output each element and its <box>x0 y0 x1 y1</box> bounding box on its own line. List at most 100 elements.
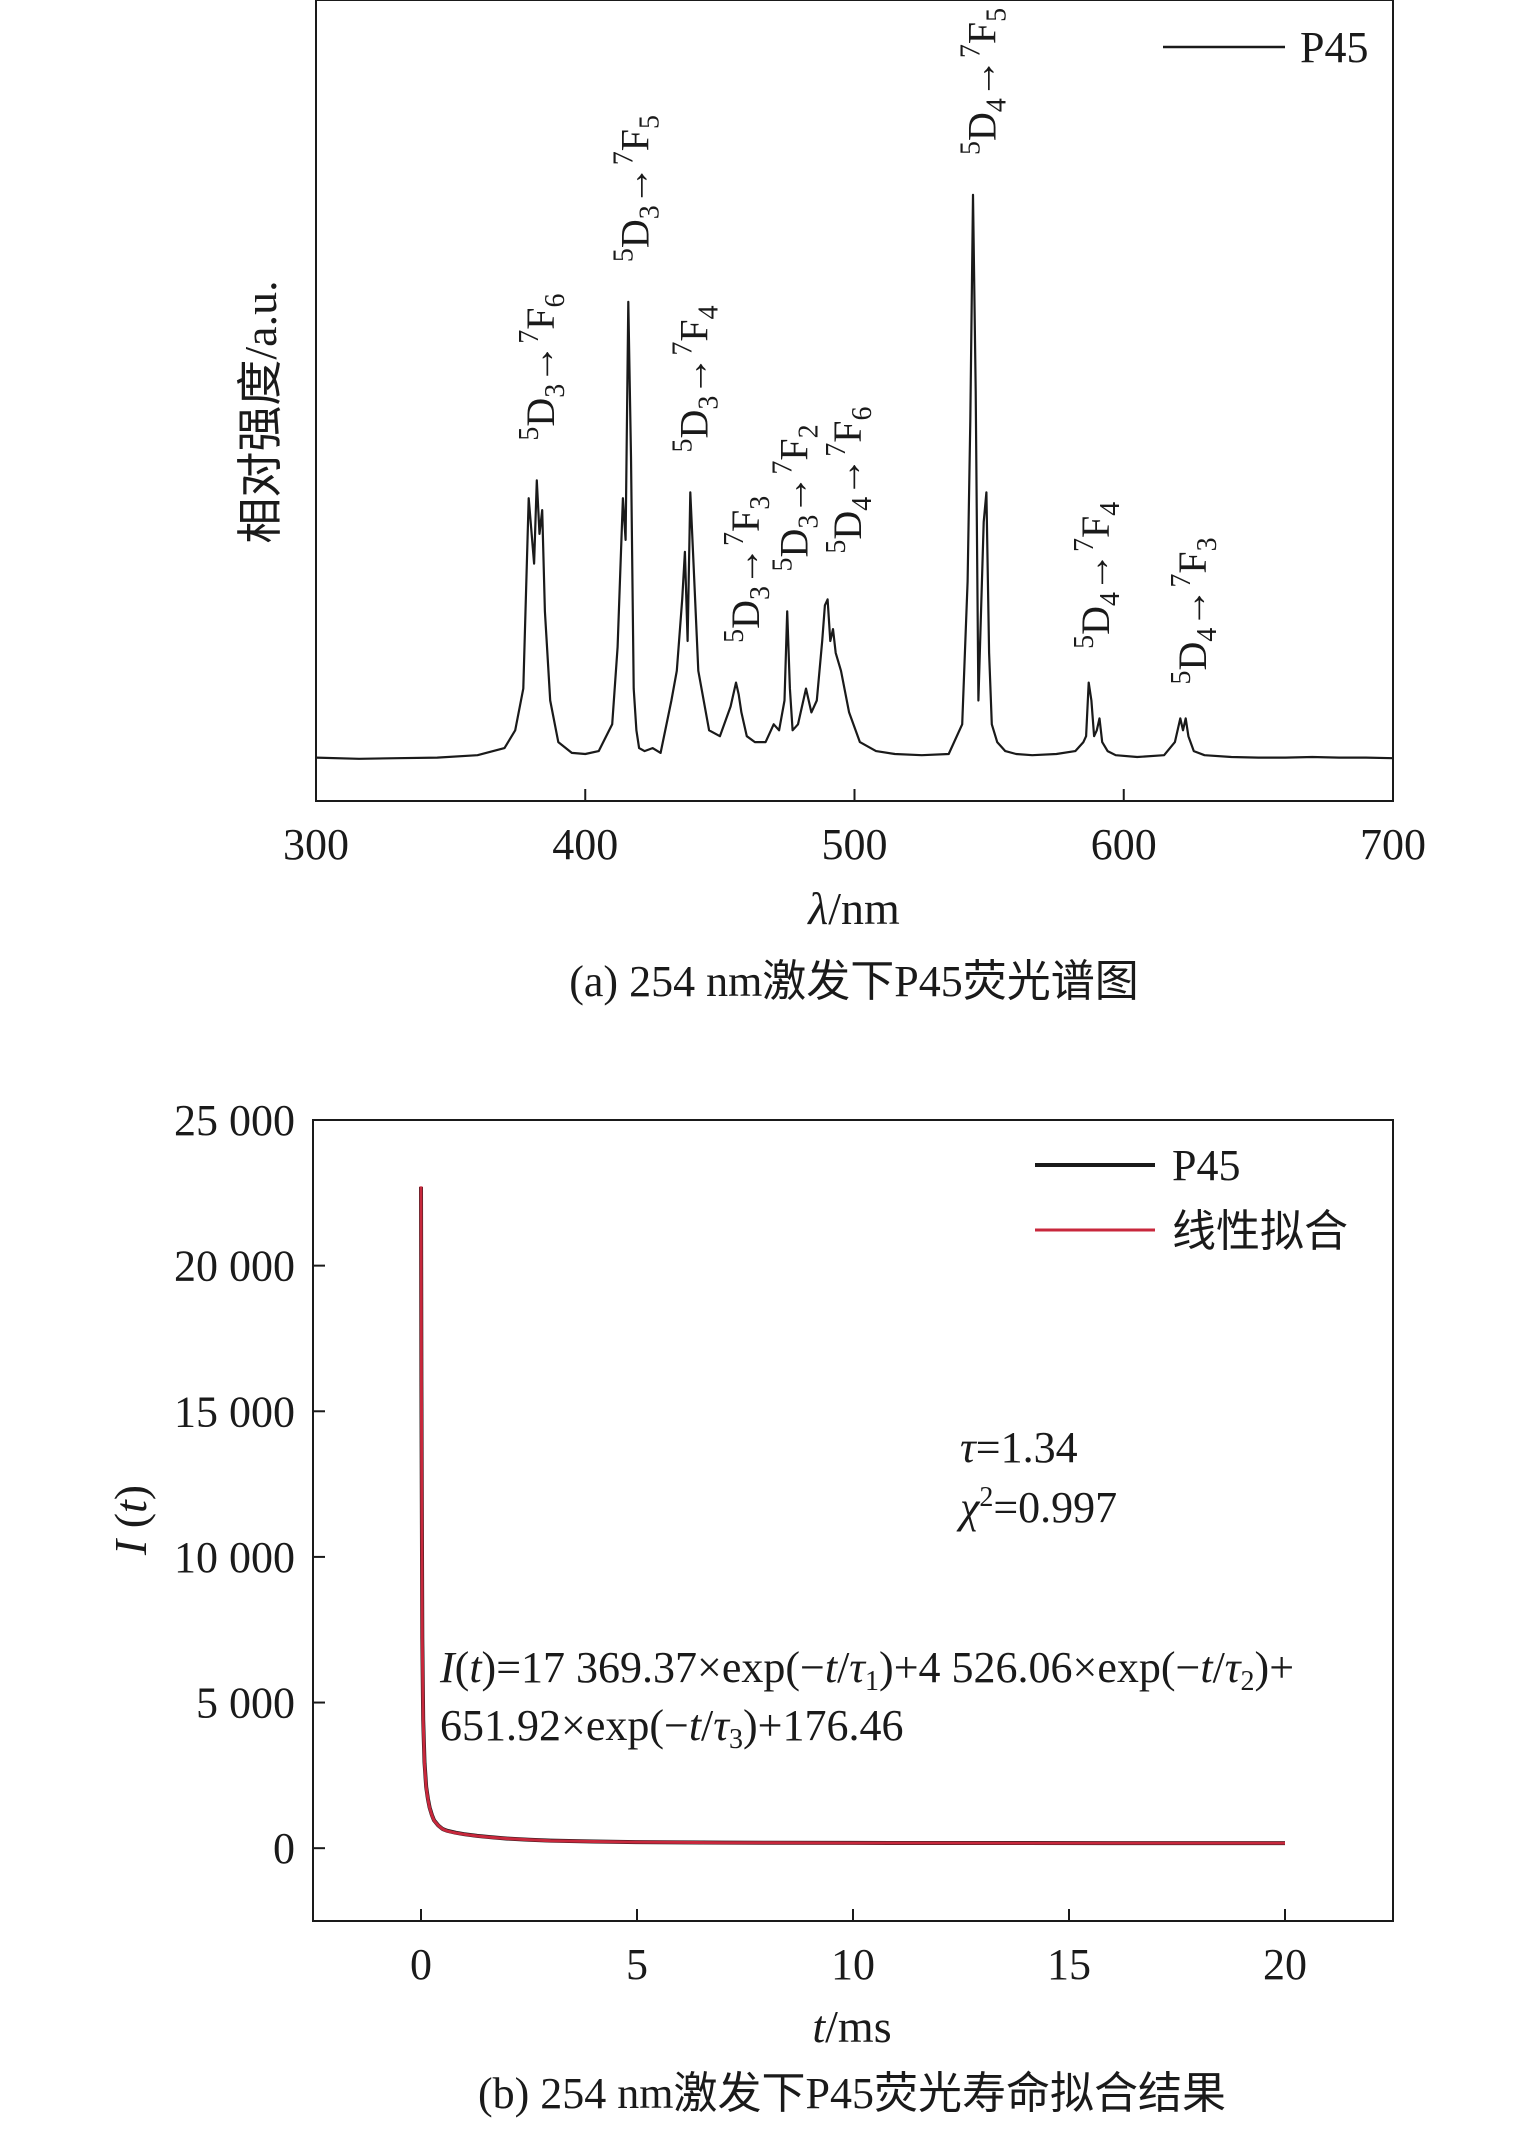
peak-label-part: D <box>612 219 657 248</box>
annotation-tau-symbol: τ <box>960 1423 978 1472</box>
peak-label-part: 5 <box>956 141 987 155</box>
eq-coef2: )+4 526.06×exp(− <box>879 1643 1200 1692</box>
peak-label-part: 4 <box>982 98 1013 112</box>
peak-label-part: F <box>771 438 816 460</box>
peak-label-part: 4 <box>1095 592 1126 606</box>
annotation-chi-sup: 2 <box>979 1482 993 1513</box>
x-tick-label-a: 600 <box>1091 820 1157 869</box>
peak-label: 5D3→7F3 <box>719 496 776 643</box>
peak-label: 5D4→7F5 <box>956 8 1013 155</box>
peak-label-part: 5 <box>514 427 545 441</box>
x-tick-label-b: 15 <box>1047 1940 1091 1989</box>
eq-sub1: 1 <box>865 1666 879 1697</box>
x-tick-label-b: 5 <box>626 1940 648 1989</box>
peak-label-part: F <box>612 129 657 151</box>
eq-close2: )+ <box>1255 1643 1294 1692</box>
peak-label-part: 3 <box>793 515 824 529</box>
eq-open: ( <box>455 1643 470 1692</box>
peak-label-part: 2 <box>793 424 824 438</box>
peak-label-part: D <box>518 398 563 427</box>
peak-label-part: 7 <box>668 342 699 356</box>
peak-label-part: 3 <box>634 205 665 219</box>
eq-tau2: τ <box>1225 1643 1243 1692</box>
annotation-tau: τ=1.34 <box>960 1423 1078 1472</box>
peak-label: 5D4→7F4 <box>1069 502 1126 649</box>
x-axis-title-b-unit: /ms <box>825 2001 891 2052</box>
peak-label-part: → <box>612 165 657 205</box>
eq-I: I <box>439 1643 457 1692</box>
legend-a-label-p45: P45 <box>1300 23 1368 72</box>
peak-label: 5D3→7F5 <box>608 115 665 262</box>
peak-label-part: F <box>1073 516 1118 538</box>
peak-label: 5D3→7F6 <box>514 293 571 440</box>
peak-label-part: → <box>672 356 717 396</box>
peak-label-part: D <box>1170 642 1215 671</box>
legend-b-label-fit: 线性拟合 <box>1172 1207 1348 1256</box>
x-axis-title-a: λ/nm <box>806 883 900 934</box>
x-tick-label-b: 20 <box>1263 1940 1307 1989</box>
y-axis-title-b-fn: I <box>105 1537 156 1556</box>
x-axis-title-b: t/ms <box>812 2001 891 2052</box>
eq-const: )+176.46 <box>743 1701 903 1750</box>
series-line-fit <box>419 1186 1285 1845</box>
x-tick-label-a: 300 <box>283 820 349 869</box>
eq-coef1: )=17 369.37×exp(− <box>482 1643 825 1692</box>
y-tick-label-b: 20 000 <box>174 1242 295 1291</box>
peak-label-part: 4 <box>1095 502 1126 516</box>
peak-label: 5D3→7F4 <box>668 305 725 452</box>
eq-slash3: / <box>701 1701 714 1750</box>
annotation-chi-value: =0.997 <box>993 1483 1117 1532</box>
peak-label-part: 3 <box>1192 537 1223 551</box>
x-tick-label-a: 400 <box>552 820 618 869</box>
eq-t1: t <box>825 1643 839 1692</box>
peak-label: 5D3→7F2 <box>767 424 824 571</box>
peak-label-part: D <box>960 112 1005 141</box>
peak-label-part: 4 <box>847 497 878 511</box>
peak-label-part: D <box>1073 606 1118 635</box>
peak-label: 5D4→7F3 <box>1166 537 1223 684</box>
peak-label-part: 7 <box>1166 574 1197 588</box>
peak-label-part: → <box>960 58 1005 98</box>
y-tick-label-b: 0 <box>273 1824 295 1873</box>
y-tick-label-b: 15 000 <box>174 1387 295 1436</box>
peak-label-part: F <box>723 510 768 532</box>
peak-label-part: 7 <box>1069 538 1100 552</box>
x-tick-label-a: 700 <box>1360 820 1426 869</box>
peak-label-part: 7 <box>608 151 639 165</box>
peak-label-part: 5 <box>668 439 699 453</box>
peak-label-part: 4 <box>1192 628 1223 642</box>
peak-label-part: D <box>723 600 768 629</box>
peak-annotations: 5D3→7F65D3→7F55D3→7F45D3→7F35D3→7F25D4→7… <box>514 8 1223 685</box>
panel-b: 0 5 10 15 20 0 5 000 10 000 15 000 20 000 25 000 P… <box>105 1096 1394 2118</box>
plot-frame-a <box>315 0 1394 802</box>
peak-label-part: 3 <box>694 396 725 410</box>
series-line-p45-spectrum <box>315 193 1394 760</box>
peak-label-part: → <box>518 344 563 384</box>
eq-slash2: / <box>1213 1643 1226 1692</box>
eq-tau3: τ <box>713 1701 731 1750</box>
y-tick-label-b: 25 000 <box>174 1096 295 1145</box>
peak-label-part: 6 <box>540 293 571 307</box>
peak-label-part: 5 <box>767 558 798 572</box>
peak-label-part: 5 <box>1166 671 1197 685</box>
peak-label-part: → <box>1170 588 1215 628</box>
legend-b: P45 线性拟合 <box>1035 1141 1348 1256</box>
legend-b-label-p45: P45 <box>1172 1141 1240 1190</box>
annotation-chi: χ2=0.997 <box>956 1482 1117 1532</box>
peak-label-part: 7 <box>514 330 545 344</box>
fit-equation-line2: 651.92×exp(−t/τ3)+176.46 <box>440 1701 904 1755</box>
y-axis-title-b-arg: t <box>105 1499 156 1513</box>
peak-label-part: 6 <box>847 406 878 420</box>
eq-coef3: 651.92×exp(− <box>440 1701 689 1750</box>
peak-label-part: → <box>1073 552 1118 592</box>
peak-label-part: F <box>960 22 1005 44</box>
axis-ticks-b: 0 5 10 15 20 0 5 000 10 000 15 000 20 000 25 000 <box>174 1096 1307 1989</box>
peak-label-part: 3 <box>745 586 776 600</box>
peak-label-part: 5 <box>608 248 639 262</box>
x-tick-label-a: 500 <box>822 820 888 869</box>
peak-label-part: 3 <box>745 496 776 510</box>
peak-label-part: 7 <box>956 44 987 58</box>
peak-label-part: → <box>825 457 870 497</box>
x-axis-title-b-var: t <box>812 2001 826 2052</box>
y-tick-label-b: 5 000 <box>196 1679 295 1728</box>
